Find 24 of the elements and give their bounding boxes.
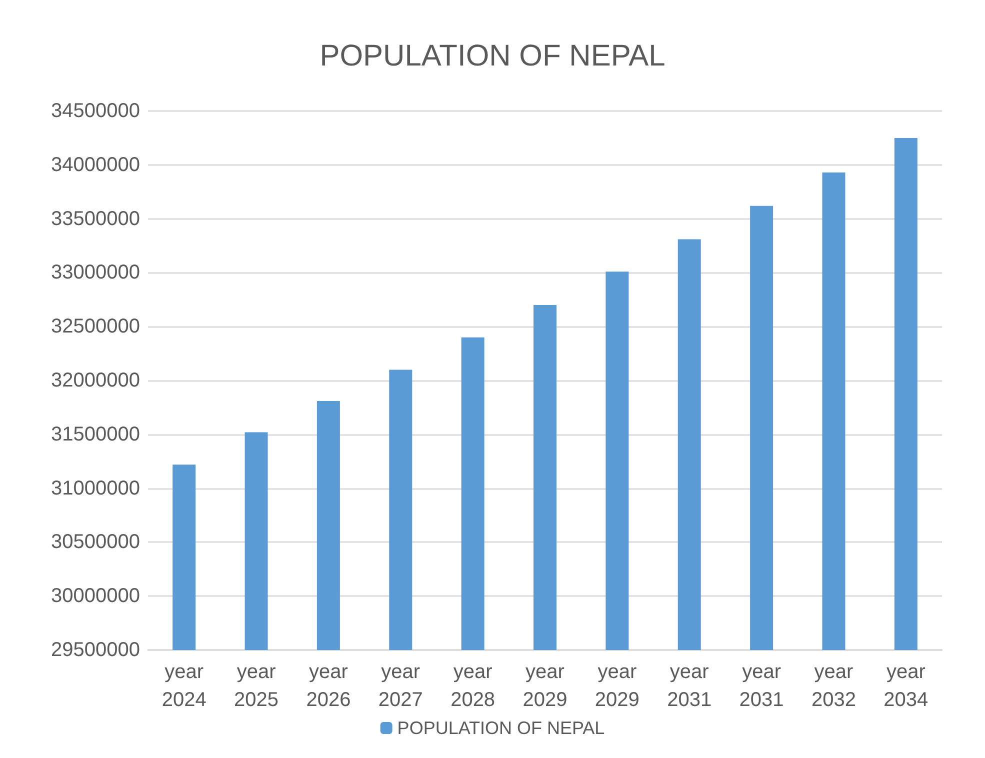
y-tick-label: 30500000 (51, 531, 140, 554)
x-tick-label: year 2029 (522, 661, 568, 711)
x-tick-label: year 2034 (884, 661, 928, 711)
x-tick-label: year 2025 (234, 661, 279, 711)
x-tick-label: year 2029 (594, 661, 640, 711)
y-tick-label: 30000000 (51, 585, 140, 608)
y-tick-label: 34500000 (51, 100, 140, 122)
y-tick-label: 32500000 (51, 316, 140, 338)
y-tick-label: 33000000 (51, 262, 140, 284)
x-tick-label: year 2032 (811, 661, 856, 711)
x-tick-label: year 2027 (378, 661, 423, 711)
legend-label: POPULATION OF NEPAL (397, 718, 605, 738)
x-tick-label: year 2024 (162, 661, 206, 711)
y-tick-label: 34000000 (51, 154, 140, 176)
y-tick-label: 32000000 (51, 370, 140, 392)
y-tick-label: 33500000 (51, 208, 140, 230)
x-tick-label: year 2031 (667, 661, 712, 711)
x-tick-label: year 2028 (450, 661, 496, 711)
chart-title: POPULATION OF NEPAL (320, 40, 666, 72)
x-tick-label: year 2026 (306, 661, 351, 711)
y-tick-label: 31500000 (51, 423, 140, 446)
y-tick-label: 31000000 (51, 477, 140, 500)
y-tick-label: 29500000 (51, 639, 140, 661)
x-tick-label: year 2031 (739, 661, 784, 711)
